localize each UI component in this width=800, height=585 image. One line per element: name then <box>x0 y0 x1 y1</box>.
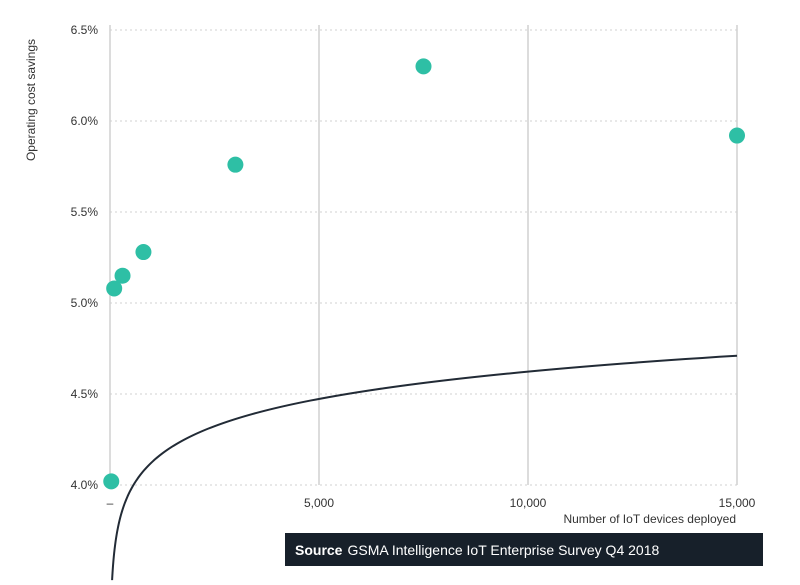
y-axis-title: Operating cost savings <box>24 39 38 161</box>
data-point <box>227 156 244 173</box>
data-point <box>729 127 745 144</box>
x-axis-title: Number of IoT devices deployed <box>563 512 736 526</box>
y-tick-label: 5.0% <box>71 296 99 310</box>
grid <box>109 25 738 486</box>
data-point <box>415 58 432 75</box>
x-tick-label: 10,000 <box>510 496 547 510</box>
y-tick-label: 6.0% <box>71 114 99 128</box>
y-tick-label: 6.5% <box>71 23 99 37</box>
source-box: Source GSMA Intelligence IoT Enterprise … <box>285 533 763 566</box>
trendline <box>111 354 738 581</box>
y-tick-label: 5.5% <box>71 205 99 219</box>
source-label: Source <box>295 541 343 558</box>
x-tick-label: 15,000 <box>719 496 756 510</box>
data-point <box>114 267 131 284</box>
x-tick-label: 5,000 <box>304 496 334 510</box>
source-text: GSMA Intelligence IoT Enterprise Survey … <box>347 541 660 558</box>
x-tick-label: – <box>107 496 114 510</box>
data-point <box>106 280 123 297</box>
data-points <box>103 58 745 490</box>
data-point <box>135 244 152 261</box>
data-point <box>103 473 120 490</box>
y-tick-label: 4.0% <box>71 478 99 492</box>
y-tick-label: 4.5% <box>71 387 99 401</box>
tick-labels: 4.0% 4.5% 5.0% 5.5% 6.0% 6.5% – 5,000 10,000 15,0… <box>71 23 756 510</box>
